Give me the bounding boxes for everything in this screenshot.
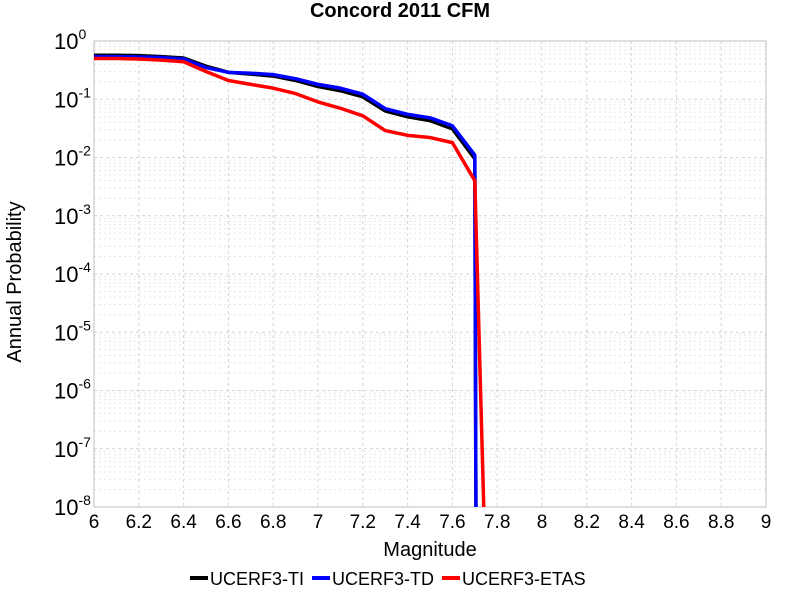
x-tick-label: 7.8 [484,512,510,533]
series-lines [94,53,486,508]
y-tick-label: 100 [54,26,86,54]
series-line-ucerf3-etas [94,56,486,508]
x-tick-label: 6.6 [215,512,241,533]
x-tick-label: 6.2 [126,512,152,533]
x-tick-label: 7.4 [394,512,421,533]
x-tick-label: 8.2 [574,512,600,533]
series-line-ucerf3-td [94,54,478,508]
y-tick-label: 10-7 [54,434,91,462]
x-tick-label: 6.8 [260,512,286,533]
x-tick-label: 8.6 [663,512,689,533]
y-tick-label: 10-1 [54,84,91,112]
x-tick-label: 6 [89,512,100,533]
y-tick-label: 10-2 [54,143,91,171]
y-axis-label: Annual Probability [4,201,26,362]
y-tick-label: 10-5 [54,317,91,345]
x-tick-label: 7 [313,512,324,533]
x-tick-label: 8.4 [618,512,645,533]
x-tick-label: 8 [537,512,548,533]
legend-label: UCERF3-TI [210,569,304,589]
x-tick-label: 9 [761,512,772,533]
plot-area-border [93,40,767,508]
x-tick-label: 7.6 [439,512,465,533]
y-tick-label: 10-3 [54,201,91,229]
legend: UCERF3-TI UCERF3-TD UCERF3-ETAS [190,569,586,589]
x-tick-label: 8.8 [708,512,734,533]
x-axis-ticks: 6 6.2 6.4 6.6 6.8 7 7.2 7.4 7.6 7.8 8 8.2 8.4 8.6 8.8 9 [89,512,772,533]
y-axis-ticks: 100 10-1 10-2 10-3 10-4 10-5 10-6 10-7 10-8 [54,26,91,520]
chart-title: Concord 2011 CFM [310,0,490,22]
x-tick-label: 6.4 [170,512,197,533]
grid [93,41,767,508]
y-tick-label: 10-8 [54,492,91,520]
legend-label: UCERF3-ETAS [462,569,586,589]
x-axis-label: Magnitude [383,539,476,561]
y-tick-label: 10-6 [54,376,91,404]
legend-label: UCERF3-TD [332,569,434,589]
y-tick-label: 10-4 [54,259,91,287]
x-tick-label: 7.2 [350,512,376,533]
series-line-ucerf3-ti [94,53,478,508]
